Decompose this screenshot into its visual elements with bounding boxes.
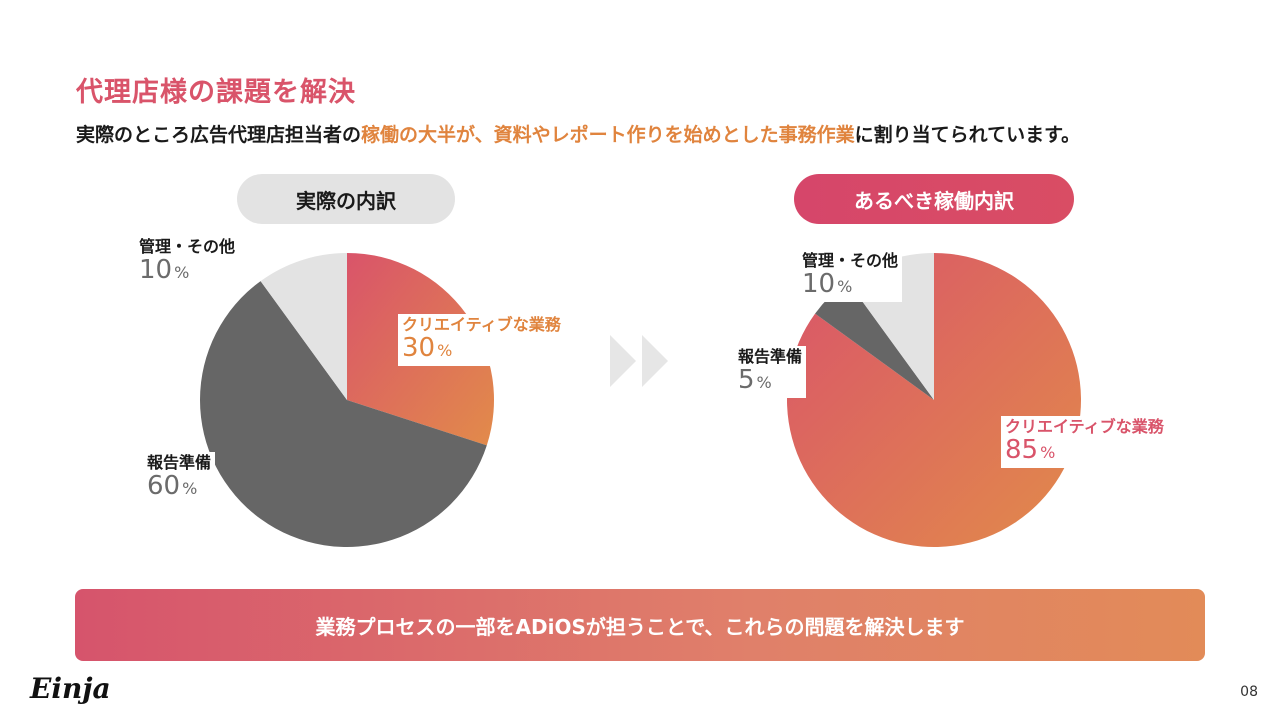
slice-unit: % — [437, 341, 453, 361]
chart-left-title: 実際の内訳 — [237, 174, 455, 224]
slice-value: 85 — [1005, 435, 1039, 466]
slice-value: 30 — [402, 333, 436, 364]
double-chevron-right-icon — [610, 335, 668, 387]
page-number: 08 — [1240, 684, 1258, 700]
right-label-report: 報告準備 5% — [734, 346, 807, 399]
slice-value: 5 — [738, 365, 755, 396]
slice-label: 管理・その他 — [139, 237, 236, 256]
slice-label: クリエイティブな業務 — [1005, 417, 1164, 436]
pie-slice — [260, 253, 347, 400]
right-label-creative: クリエイティブな業務 85% — [1001, 416, 1168, 469]
brand-logo: Einja — [30, 672, 111, 705]
slice-unit: % — [182, 479, 198, 499]
slice-unit: % — [837, 277, 853, 297]
left-label-management: 管理・その他 10% — [135, 236, 240, 289]
left-label-report: 報告準備 60% — [143, 452, 216, 505]
slice-unit: % — [1040, 443, 1056, 463]
slice-value: 10 — [139, 255, 173, 286]
slice-unit: % — [756, 373, 772, 393]
left-label-creative: クリエイティブな業務 30% — [398, 314, 565, 367]
chart-right-title: あるべき稼働内訳 — [794, 174, 1074, 224]
pie-slice — [815, 281, 934, 400]
right-label-management: 管理・その他 10% — [798, 250, 903, 303]
subtitle-post: に割り当てられています。 — [854, 124, 1081, 146]
page-title: 代理店様の課題を解決 — [76, 77, 356, 108]
slice-value: 10 — [802, 269, 836, 300]
slice-label: 管理・その他 — [802, 251, 899, 270]
slice-value: 60 — [147, 471, 181, 502]
page-subtitle: 実際のところ広告代理店担当者の稼働の大半が、資料やレポート作りを始めとした事務作… — [76, 120, 1080, 147]
summary-banner: 業務プロセスの一部をADiOSが担うことで、これらの問題を解決します — [75, 589, 1205, 661]
slice-label: クリエイティブな業務 — [402, 315, 561, 334]
slice-label: 報告準備 — [738, 347, 803, 366]
slice-unit: % — [174, 263, 190, 283]
subtitle-pre: 実際のところ広告代理店担当者の — [76, 124, 362, 146]
subtitle-highlight: 稼働の大半が、資料やレポート作りを始めとした事務作業 — [361, 124, 855, 146]
pie-slice — [199, 281, 487, 548]
pie-chart-actual — [199, 253, 494, 548]
slice-label: 報告準備 — [147, 453, 212, 472]
